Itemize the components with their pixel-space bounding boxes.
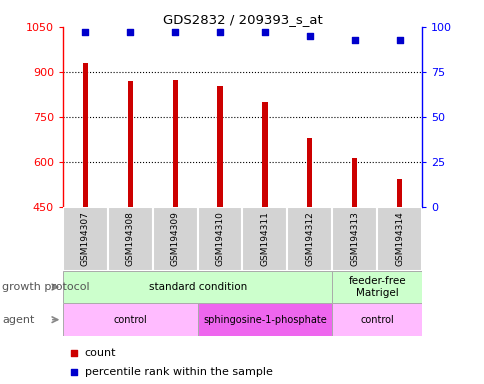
Point <box>336 106 344 113</box>
Bar <box>172 79 178 207</box>
Text: GSM194310: GSM194310 <box>215 212 224 266</box>
Bar <box>127 81 133 207</box>
Text: GSM194308: GSM194308 <box>125 212 135 266</box>
Text: sphingosine-1-phosphate: sphingosine-1-phosphate <box>203 314 326 325</box>
Bar <box>152 207 197 271</box>
Text: percentile rank within the sample: percentile rank within the sample <box>84 367 272 377</box>
Point <box>216 29 224 35</box>
Bar <box>332 303 421 336</box>
Bar <box>332 207 376 271</box>
Bar <box>217 86 222 207</box>
Text: GSM194313: GSM194313 <box>349 212 359 266</box>
Bar <box>262 102 267 207</box>
Bar <box>83 63 88 207</box>
Text: feeder-free
Matrigel: feeder-free Matrigel <box>348 276 405 298</box>
Bar <box>332 271 421 303</box>
Text: GSM194307: GSM194307 <box>81 212 90 266</box>
Text: control: control <box>113 314 147 325</box>
Bar <box>197 303 332 336</box>
Bar <box>396 179 401 207</box>
Point <box>350 36 358 43</box>
Bar <box>107 207 152 271</box>
Text: count: count <box>84 348 116 358</box>
Text: GSM194314: GSM194314 <box>394 212 403 266</box>
Text: GSM194312: GSM194312 <box>304 212 314 266</box>
Text: control: control <box>360 314 393 325</box>
Bar <box>242 207 287 271</box>
Bar <box>63 303 197 336</box>
Title: GDS2832 / 209393_s_at: GDS2832 / 209393_s_at <box>162 13 322 26</box>
Point <box>336 281 344 287</box>
Text: growth protocol: growth protocol <box>2 282 90 292</box>
Text: standard condition: standard condition <box>148 282 246 292</box>
Bar <box>376 207 421 271</box>
Bar <box>63 271 332 303</box>
Bar <box>351 158 357 207</box>
Bar <box>306 138 312 207</box>
Point <box>126 29 134 35</box>
Bar <box>287 207 332 271</box>
Bar <box>63 207 107 271</box>
Point <box>260 29 268 35</box>
Text: GSM194311: GSM194311 <box>260 212 269 266</box>
Point <box>305 33 313 39</box>
Bar <box>197 207 242 271</box>
Point <box>171 29 179 35</box>
Text: GSM194309: GSM194309 <box>170 212 180 266</box>
Point <box>395 36 403 43</box>
Text: agent: agent <box>2 314 35 325</box>
Point <box>81 29 89 35</box>
